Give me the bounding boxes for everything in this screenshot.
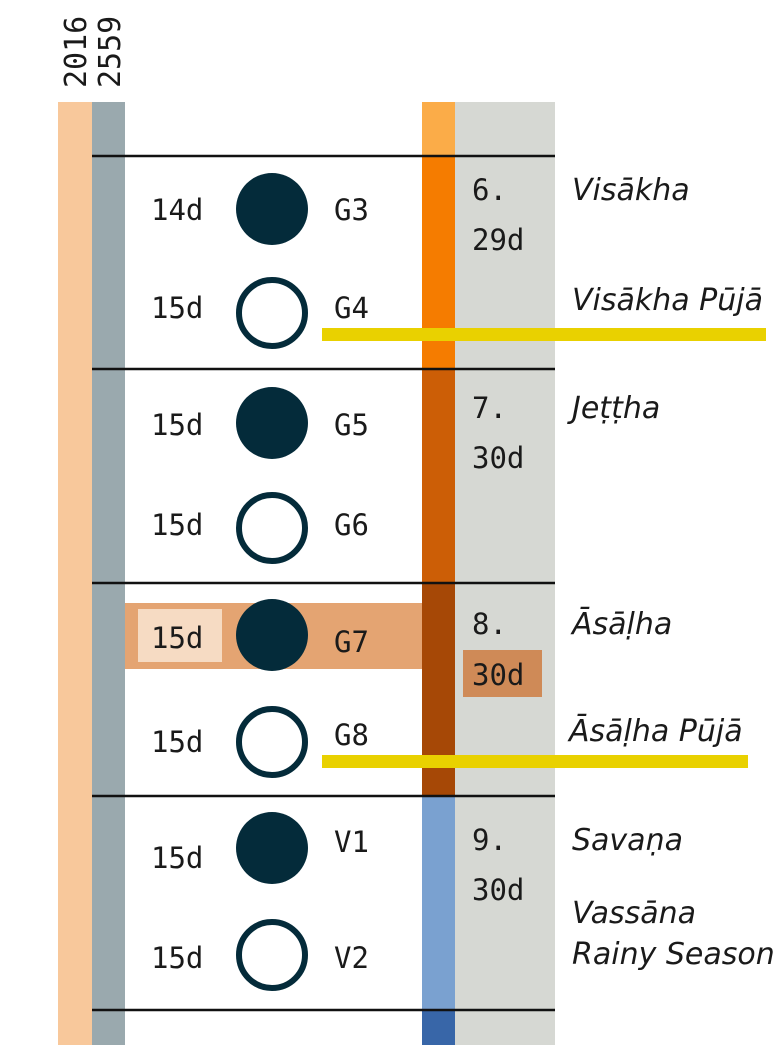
visakha-puja-line [322,328,766,341]
month-number: 9. [472,823,507,857]
month-6: 6. 29d Visākha [472,173,690,257]
month-days: 30d [472,873,524,907]
buddhist-year: 2559 [93,16,128,88]
month-8: 8. 30d Āsāḷha [472,606,672,692]
month-days: 30d [472,658,524,692]
rainy-season-label: Rainy Season [572,937,775,972]
month-name: Savaṇa [572,823,683,858]
month-7: 7. 30d Jeṭṭha [472,391,660,475]
moon-row: 15d V1 [151,812,369,884]
moon-days: 15d [151,508,203,542]
new-moon-icon [236,277,308,349]
moon-days: 15d [151,725,203,759]
moon-code: G6 [334,508,369,542]
moon-code: G7 [334,625,369,659]
month-name: Jeṭṭha [567,391,660,426]
highlight-days-cell [138,609,222,662]
full-moon-icon [236,599,308,671]
vassana-label: Vassāna [572,896,696,931]
moon-row: 15d G4 [151,277,369,349]
moon-row: 15d G5 [151,387,369,459]
full-moon-icon [236,173,308,245]
month-7-bar [422,369,455,583]
month-9: 9. 30d Savaṇa [472,823,683,907]
moon-row: 15d G7 [151,599,369,671]
month-6-cap [422,102,455,156]
month-9-bar [422,796,455,1010]
moon-days: 15d [151,291,203,325]
month-number: 7. [472,391,507,425]
moon-row: 15d G6 [151,492,369,564]
moon-code: G8 [334,718,369,752]
moon-days: 15d [151,841,203,875]
month-number: 8. [472,607,507,641]
asalha-puja-line [322,755,748,768]
moon-row: 14d G3 [151,173,369,245]
moon-code: G4 [334,291,369,325]
moon-code: V1 [334,825,369,859]
new-moon-icon [236,919,308,991]
highlight-month-days [463,650,542,697]
moon-code: V2 [334,941,369,975]
moon-days: 15d [151,941,203,975]
gregorian-year: 2016 [59,16,94,88]
full-moon-icon [236,387,308,459]
moon-code: G5 [334,408,369,442]
month-9-foot [422,1010,455,1045]
asalha-puja-label: Āsāḷha Pūjā [567,713,743,749]
new-moon-icon [236,492,308,564]
moon-days: 14d [151,193,203,227]
month-days: 29d [472,223,524,257]
visakha-puja-label: Visākha Pūjā [572,283,763,318]
month-number: 6. [472,173,507,207]
month-days: 30d [472,441,524,475]
moon-days: 15d [151,621,203,655]
new-moon-icon [236,706,308,778]
full-moon-icon [236,812,308,884]
moon-row: 15d G8 [151,706,369,778]
moon-days: 15d [151,408,203,442]
month-band [455,102,555,1045]
month-name: Āsāḷha [570,606,672,642]
gray-band [92,102,125,1045]
moon-row: 15d V2 [151,919,369,991]
moon-code: G3 [334,193,369,227]
month-name: Visākha [572,173,690,208]
year-band [58,102,92,1045]
